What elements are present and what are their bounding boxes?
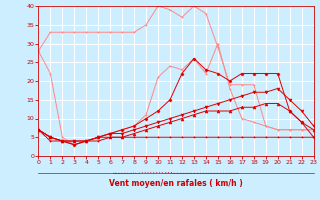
X-axis label: Vent moyen/en rafales ( km/h ): Vent moyen/en rafales ( km/h ) <box>109 179 243 188</box>
Text: ←←←←←←→↓←↓↑↑↑↑↑↑↑↑↗↗↗→→→→→→→→→→→→→→→→→→→→→→→: ←←←←←←→↓←↓↑↑↑↑↑↑↑↑↗↗↗→→→→→→→→→→→→→→→→→→→… <box>113 171 239 175</box>
